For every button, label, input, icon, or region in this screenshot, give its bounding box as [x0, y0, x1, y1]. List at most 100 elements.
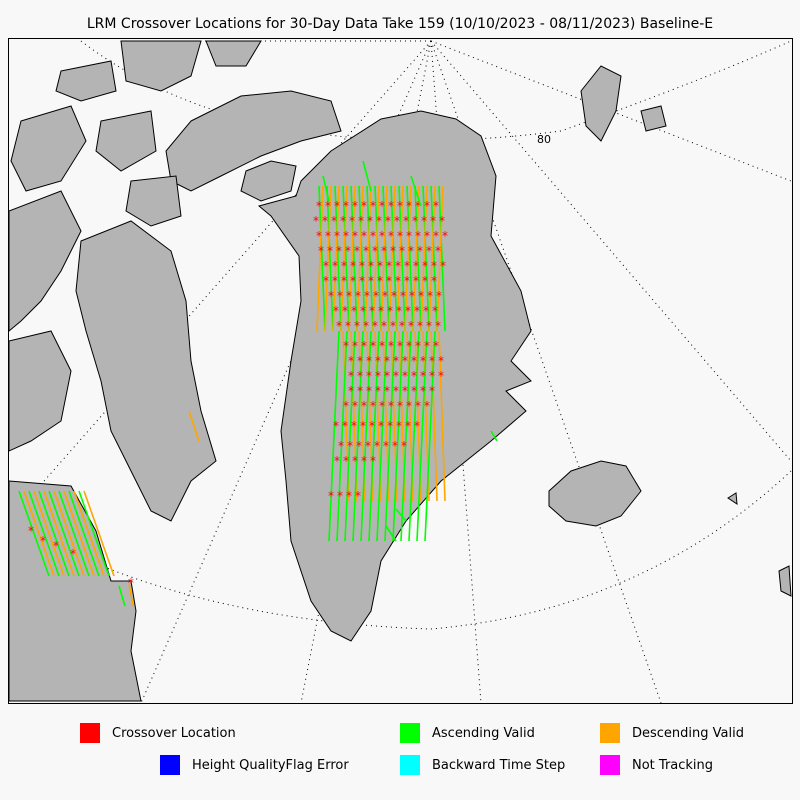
land-masses: [9, 40, 792, 702]
crossover-marker: *: [429, 369, 435, 383]
ascending-track: [18, 490, 50, 577]
crossover-marker: *: [355, 489, 361, 503]
map-panel: 80: [8, 38, 793, 704]
crossover-marker: *: [356, 439, 362, 453]
baffin-island: [75, 220, 217, 522]
crossover-marker: *: [438, 354, 444, 368]
crossover-marker: *: [316, 229, 322, 243]
crossover-marker: *: [404, 259, 410, 273]
ascending-track: [352, 330, 364, 542]
crossover-marker: *: [343, 454, 349, 468]
crossover-marker: *: [370, 229, 376, 243]
descending-track: [324, 185, 332, 332]
crossover-marker: *: [40, 534, 46, 548]
crossover-marker: *: [406, 229, 412, 243]
crossover-marker: *: [385, 214, 391, 228]
crossover-marker: *: [393, 384, 399, 398]
crossover-marker: *: [384, 369, 390, 383]
ascending-track: [336, 330, 348, 542]
crossover-marker: *: [365, 439, 371, 453]
crossover-marker: *: [378, 304, 384, 318]
legend-label: Height QualityFlag Error: [192, 757, 349, 773]
crossover-marker: *: [396, 304, 402, 318]
crossover-marker: *: [363, 244, 369, 258]
crossover-marker: *: [53, 539, 59, 553]
descending-track: [43, 490, 75, 577]
crossover-marker: *: [332, 259, 338, 273]
crossover-marker: *: [442, 229, 448, 243]
ascending-track: [384, 330, 396, 542]
ascending-track: [430, 185, 438, 332]
crossover-marker: *: [430, 214, 436, 228]
crossover-marker: *: [328, 489, 334, 503]
crossover-marker: *: [377, 274, 383, 288]
crossover-marker: *: [357, 369, 363, 383]
descending-track: [316, 185, 324, 332]
not-tracking-swatch: [600, 755, 620, 775]
crossover-marker: *: [417, 319, 423, 333]
crossover-marker: *: [316, 199, 322, 213]
crossover-marker: *: [379, 399, 385, 413]
crossover-marker: *: [366, 354, 372, 368]
crossover-marker: *: [359, 259, 365, 273]
crossover-marker: *: [378, 419, 384, 433]
descending-track: [332, 185, 340, 332]
crossover-marker: *: [383, 439, 389, 453]
crossover-marker: *: [379, 339, 385, 353]
ascending-track: [408, 330, 420, 542]
crossover-marker: *: [424, 339, 430, 353]
legend-item-not-tracking: Not Tracking: [600, 755, 713, 775]
crossover-marker: *: [323, 259, 329, 273]
ascending-track: [58, 490, 90, 577]
crossover-marker: *: [423, 304, 429, 318]
descending-track: [188, 410, 200, 442]
crossover-marker: *: [393, 354, 399, 368]
descending-track: [33, 490, 65, 577]
ascending-track: [490, 430, 498, 442]
crossover-marker: *: [372, 319, 378, 333]
crossover-marker: *: [375, 354, 381, 368]
crossover-marker: *: [406, 339, 412, 353]
crossover-marker: *: [333, 304, 339, 318]
crossover-marker: *: [360, 304, 366, 318]
crossover-marker: *: [327, 244, 333, 258]
crossover-marker: *: [348, 369, 354, 383]
crossover-marker: *: [420, 369, 426, 383]
crossover-marker: *: [393, 369, 399, 383]
crossover-marker: *: [369, 304, 375, 318]
ascending-track: [362, 160, 372, 192]
crossover-marker: *: [352, 339, 358, 353]
ascending-track: [118, 585, 126, 607]
descending-track: [372, 185, 380, 332]
crossover-marker: *: [390, 244, 396, 258]
ascending-track: [38, 490, 70, 577]
crossover-marker: *: [405, 304, 411, 318]
crossover-marker: *: [334, 199, 340, 213]
crossover-marker: *: [388, 199, 394, 213]
crossover-marker: *: [409, 289, 415, 303]
crossover-marker: *: [395, 259, 401, 273]
crossover-marker: *: [349, 214, 355, 228]
crossover-marker: *: [386, 259, 392, 273]
crossover-marker: *: [418, 289, 424, 303]
crossover-marker: *: [439, 214, 445, 228]
ascending-track: [416, 330, 428, 542]
crossover-marker: *: [382, 289, 388, 303]
crossover-marker: *: [341, 259, 347, 273]
crossover-marker: *: [379, 229, 385, 243]
ascending-track: [326, 185, 334, 332]
crossover-marker: *: [361, 454, 367, 468]
legend-label: Not Tracking: [632, 757, 714, 773]
crossover-marker: *: [28, 524, 34, 538]
crossover-marker: *: [366, 384, 372, 398]
crossover-marker: *: [424, 399, 430, 413]
descending-track: [53, 490, 85, 577]
crossover-marker: *: [363, 319, 369, 333]
crossover-marker: *: [387, 419, 393, 433]
crossover-marker: *: [336, 319, 342, 333]
crossover-marker: *: [384, 384, 390, 398]
ascending-track: [358, 185, 366, 332]
descending-track: [388, 185, 396, 332]
descending-track: [404, 185, 412, 332]
ascending-track: [342, 185, 350, 332]
